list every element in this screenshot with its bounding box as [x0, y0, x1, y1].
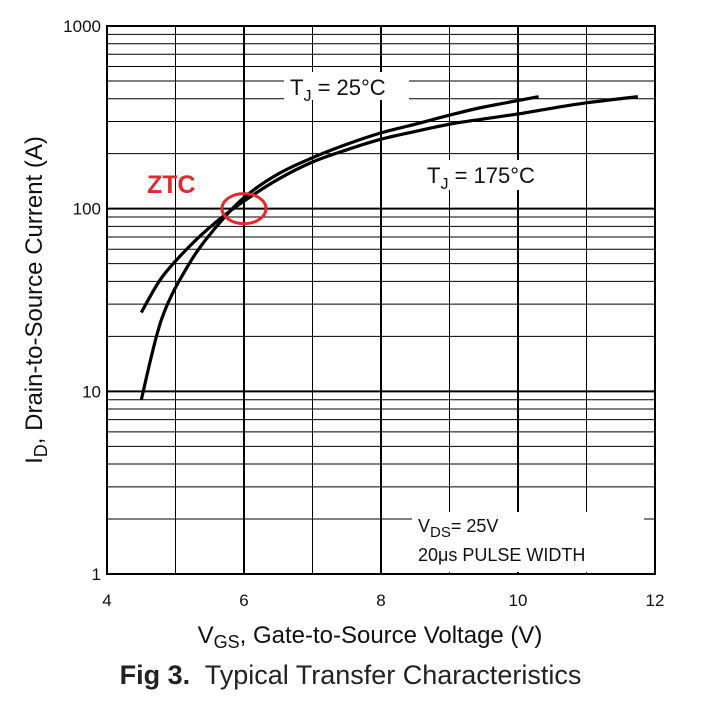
x-tick-label: 4: [102, 591, 111, 610]
x-tick-label: 12: [646, 591, 665, 610]
svg-text:TJ = 25°C: TJ = 25°C: [290, 75, 386, 105]
plot-frame: [106, 25, 656, 575]
y-tick-label: 10: [82, 382, 101, 401]
x-tick-label: 8: [376, 591, 385, 610]
ztc-circle: [220, 192, 268, 226]
ztc-label: ZTC: [147, 171, 196, 199]
curves: [139, 95, 639, 401]
x-tick-label: 10: [509, 591, 528, 610]
series-label-175c: TJ = 175°C: [420, 160, 560, 193]
x-tick-labels: 4 6 8 10 12: [102, 591, 664, 610]
y-axis-label: ID, Drain-to-Source Current (A): [21, 136, 51, 464]
y-tick-label: 100: [73, 200, 101, 219]
vds-condition: VDS= 25V: [418, 516, 498, 541]
y-tick-labels: 1 10 100 1000: [63, 17, 101, 584]
transfer-characteristics-chart: 4 6 8 10 12 1 10 100 1000 VGS, Gate-to-Source V…: [21, 17, 664, 652]
y-tick-label: 1000: [63, 17, 101, 36]
series-line-175c: [139, 95, 639, 314]
x-axis-label: VGS, Gate-to-Source Voltage (V): [198, 622, 543, 652]
pulse-width-condition: 20μs PULSE WIDTH: [418, 545, 585, 565]
grid: [107, 26, 655, 574]
series-label-25c: TJ = 25°C: [284, 72, 409, 105]
series-line-25c: [139, 95, 539, 401]
y-tick-label: 1: [92, 565, 101, 584]
x-tick-label: 6: [239, 591, 248, 610]
ztc-annotation: ZTC: [147, 171, 268, 226]
svg-text:TJ = 175°C: TJ = 175°C: [427, 163, 535, 193]
test-conditions: VDS= 25V 20μs PULSE WIDTH: [412, 512, 644, 572]
figure-caption: Fig 3. Typical Transfer Characteristics: [119, 660, 582, 690]
